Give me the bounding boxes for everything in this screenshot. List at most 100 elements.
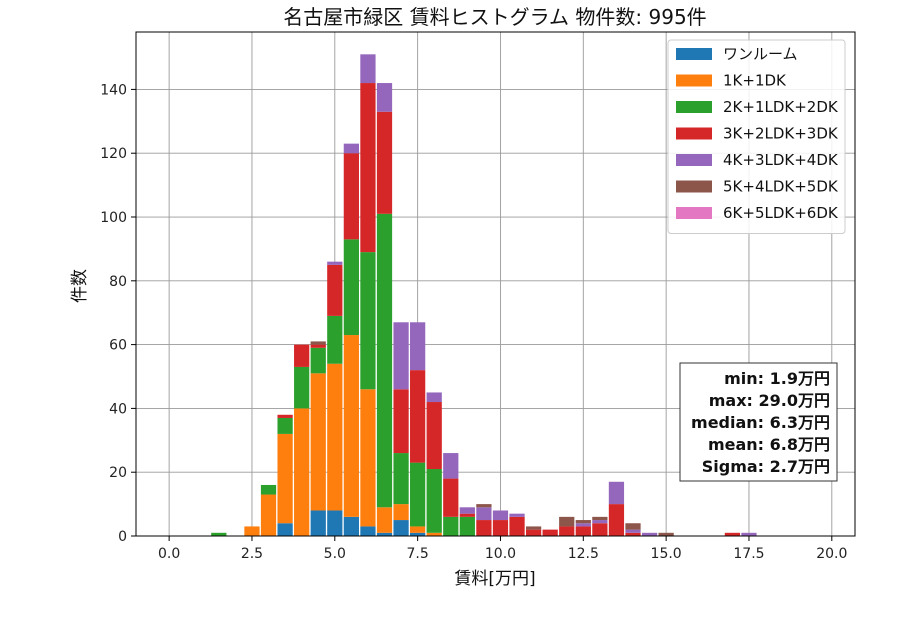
legend-entry: 2K+1LDK+2DK [723, 98, 839, 116]
bar-segment-5 [592, 516, 608, 521]
bar-segment-1 [277, 433, 293, 524]
bars-layer [211, 54, 757, 536]
bar-segment-1 [310, 373, 326, 511]
y-tick-label: 20 [109, 465, 127, 481]
bar-segment-2 [443, 516, 459, 536]
bar-segment-1 [410, 526, 426, 533]
grid-layer [136, 32, 855, 537]
y-tick-label: 40 [109, 401, 127, 417]
bar-segment-1 [327, 363, 343, 511]
x-tick-label: 10.0 [485, 546, 516, 562]
bar-segment-2 [327, 315, 343, 364]
stats-line: Sigma: 2.7万円 [702, 457, 830, 476]
legend-swatch [676, 48, 712, 60]
bar-segment-3 [310, 344, 326, 348]
bar-segment-2 [343, 239, 359, 336]
bar-segment-2 [260, 484, 277, 495]
bar-segment-3 [575, 526, 591, 536]
bar-segment-4 [741, 532, 757, 536]
bar-segment-4 [641, 532, 658, 536]
bar-segment-2 [393, 453, 409, 505]
bar-segment-4 [476, 507, 492, 521]
bar-segment-4 [426, 392, 442, 403]
bar-segment-2 [410, 462, 426, 527]
bar-segment-5 [559, 516, 575, 527]
bar-segment-3 [443, 478, 459, 517]
bar-segment-1 [294, 408, 310, 536]
bar-segment-3 [294, 344, 310, 367]
x-tick-label: 20.0 [816, 546, 847, 562]
bar-segment-0 [310, 510, 326, 536]
stats-line: mean: 6.8万円 [708, 435, 830, 454]
bar-segment-0 [410, 532, 426, 536]
x-tick-label: 2.5 [241, 546, 263, 562]
bar-segment-5 [575, 520, 591, 524]
bar-segment-3 [327, 264, 343, 316]
bar-segment-3 [492, 520, 509, 536]
bar-segment-4 [443, 453, 459, 479]
legend-entry: 3K+2LDK+3DK [723, 125, 839, 143]
bar-segment-0 [327, 510, 343, 536]
x-tick-label: 15.0 [651, 546, 682, 562]
legend-entry: ワンルーム [723, 45, 798, 63]
x-tick-label: 7.5 [407, 546, 429, 562]
bar-segment-3 [376, 111, 393, 214]
bar-segment-5 [658, 532, 674, 536]
x-axis-label: 賃料[万円] [454, 569, 535, 589]
bar-segment-4 [575, 523, 591, 527]
bar-segment-0 [360, 526, 376, 536]
bar-segment-4 [327, 261, 343, 265]
bar-segment-4 [492, 510, 509, 521]
bar-segment-5 [310, 341, 326, 345]
stats-box-frame [679, 362, 838, 482]
bar-segment-0 [376, 532, 393, 536]
bar-segment-3 [542, 529, 558, 536]
bar-segment-3 [459, 513, 475, 517]
bar-segment-1 [343, 335, 359, 517]
legend-swatch [676, 74, 712, 87]
bar-segment-3 [559, 526, 575, 536]
bar-segment-1 [260, 494, 277, 536]
bar-segment-2 [277, 417, 293, 434]
bar-segment-5 [625, 523, 641, 530]
bar-segment-3 [426, 402, 442, 470]
y-tick-label: 0 [118, 529, 127, 545]
chart-title: 名古屋市緑区 賃料ヒストグラム 物件数: 995件 [283, 5, 706, 29]
bar-segment-4 [459, 507, 475, 514]
y-tick-label: 100 [100, 210, 127, 226]
bar-segment-0 [343, 516, 359, 536]
bar-segment-3 [724, 532, 741, 536]
legend: ワンルーム 1K+1DK 2K+1LDK+2DK 3K+2LDK+3DK 4K+3LDK… [667, 39, 846, 234]
bar-segment-3 [476, 520, 492, 536]
bar-segment-2 [376, 213, 393, 508]
y-tick-label: 140 [100, 82, 127, 98]
bar-segment-2 [310, 347, 326, 374]
legend-entry: 6K+5LDK+6DK [723, 204, 839, 222]
bar-segment-1 [376, 507, 393, 533]
bar-segment-4 [592, 520, 608, 524]
legend-swatch [676, 207, 712, 219]
bar-segment-2 [426, 469, 442, 533]
bar-segment-4 [625, 529, 641, 533]
bar-segment-2 [294, 366, 310, 409]
x-tick-label: 12.5 [568, 546, 599, 562]
x-tick-label: 5.0 [324, 546, 346, 562]
bar-segment-3 [410, 370, 426, 463]
y-axis-label: 件数 [70, 269, 90, 303]
legend-box [667, 39, 846, 234]
bar-segment-3 [509, 516, 525, 536]
bar-segment-0 [277, 523, 293, 536]
legend-swatch [676, 101, 712, 113]
ticks-layer: 0.0 2.5 5.0 7.5 10.0 12.5 15.0 17.5 20.0 0 20 40 60 8… [100, 82, 847, 562]
bar-segment-3 [525, 529, 542, 536]
bar-segment-3 [592, 523, 608, 536]
legend-entry: 4K+3LDK+4DK [723, 151, 839, 169]
legend-swatch [676, 180, 712, 193]
bar-segment-3 [277, 414, 293, 418]
bar-segment-2 [360, 252, 376, 390]
plot-frame [135, 31, 856, 537]
bar-segment-4 [393, 322, 409, 390]
bar-segment-5 [476, 504, 492, 508]
legend-swatch [676, 154, 712, 166]
